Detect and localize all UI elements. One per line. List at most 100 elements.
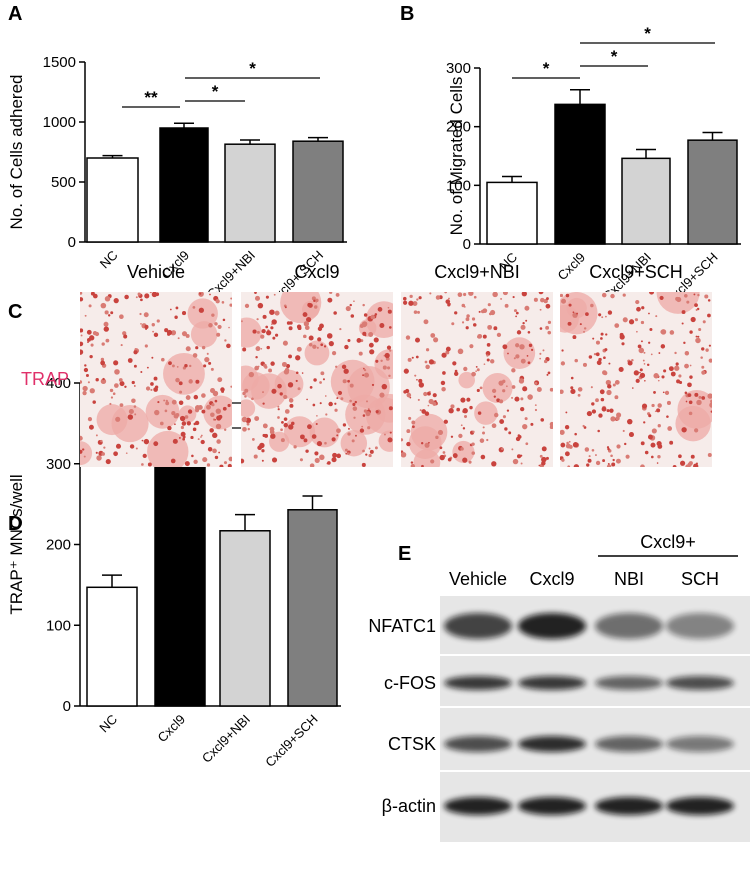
cell	[428, 359, 435, 365]
cell	[527, 330, 531, 334]
panel-label: E	[398, 543, 411, 565]
cell	[381, 383, 388, 390]
bar	[292, 140, 344, 243]
cell	[319, 381, 322, 384]
cell	[154, 409, 160, 416]
cell	[84, 314, 87, 317]
cell	[426, 391, 431, 396]
cell	[154, 385, 159, 389]
cell	[522, 386, 528, 392]
cell	[100, 357, 105, 362]
cell	[513, 309, 518, 313]
cell	[89, 388, 95, 394]
cell	[124, 294, 129, 300]
cell	[603, 356, 606, 360]
cell	[241, 365, 259, 392]
cell	[185, 346, 191, 352]
cell	[612, 383, 616, 387]
cell	[191, 454, 194, 458]
cell	[445, 299, 451, 304]
panel-label: A	[8, 3, 22, 25]
cell	[615, 416, 620, 421]
cell	[419, 409, 422, 412]
cell	[417, 310, 420, 314]
cell	[151, 356, 154, 359]
cell	[145, 328, 148, 330]
band	[595, 676, 663, 690]
cell	[274, 310, 280, 316]
cell	[308, 343, 313, 347]
cell	[145, 386, 151, 391]
cell	[458, 433, 463, 439]
cell	[648, 414, 652, 418]
cell	[151, 292, 158, 298]
cell	[471, 317, 476, 321]
cell	[90, 343, 94, 347]
cell	[709, 402, 712, 408]
cell	[165, 401, 168, 405]
cell	[179, 390, 183, 394]
cell	[174, 423, 176, 426]
cell	[194, 420, 200, 426]
cell	[319, 402, 322, 405]
cell	[182, 437, 186, 441]
cell	[374, 349, 393, 380]
cell	[345, 305, 351, 312]
cell	[270, 326, 274, 330]
cell	[361, 462, 366, 467]
cell	[241, 317, 262, 348]
band	[518, 797, 586, 815]
cell	[324, 395, 327, 397]
cell	[140, 371, 143, 374]
cell	[650, 455, 654, 459]
cell	[82, 385, 88, 392]
cell	[171, 399, 177, 405]
cell	[288, 424, 294, 430]
cell	[83, 455, 86, 458]
cell	[307, 424, 312, 430]
cell	[320, 343, 324, 347]
cell	[695, 308, 698, 311]
cell	[101, 452, 105, 456]
cell	[560, 442, 566, 448]
cell	[309, 463, 315, 467]
cell	[598, 413, 603, 418]
cell	[517, 434, 521, 437]
cell	[361, 425, 364, 428]
cell	[526, 355, 529, 357]
cell	[299, 434, 305, 440]
cell	[192, 306, 196, 309]
cell	[689, 375, 693, 379]
panel-label: D	[8, 513, 22, 535]
cell	[448, 297, 450, 300]
cell	[272, 336, 276, 340]
cell	[217, 324, 222, 330]
cell	[515, 343, 520, 348]
cell	[539, 308, 542, 311]
cell	[486, 343, 491, 347]
cell	[187, 409, 193, 414]
cell	[387, 306, 390, 309]
cell	[200, 439, 205, 445]
cell	[157, 401, 160, 404]
cell	[650, 353, 653, 356]
cell	[491, 461, 497, 467]
cell	[410, 461, 414, 464]
cell	[80, 292, 83, 295]
cell	[546, 297, 549, 300]
cell	[646, 363, 650, 367]
cell	[604, 348, 608, 352]
cell	[631, 387, 634, 389]
cell	[186, 421, 191, 426]
cell	[584, 447, 590, 452]
cell	[622, 317, 628, 323]
cell	[568, 440, 571, 443]
cell	[163, 352, 205, 395]
cell	[643, 421, 646, 424]
cell	[410, 413, 448, 451]
cell	[577, 387, 583, 392]
cell	[610, 416, 616, 422]
cell	[642, 359, 645, 362]
cell	[209, 293, 211, 296]
cell	[115, 416, 121, 422]
